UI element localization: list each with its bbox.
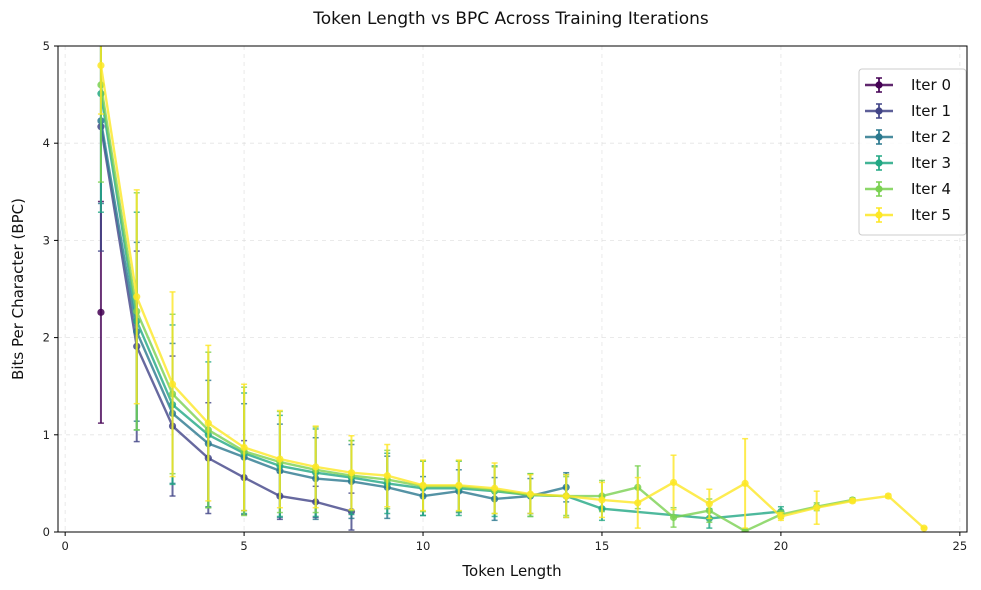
x-tick-label: 0 <box>61 539 68 553</box>
grid <box>58 45 967 533</box>
series-5 <box>97 46 928 532</box>
series-line <box>99 126 352 513</box>
legend-marker <box>875 211 883 219</box>
data-point <box>848 497 857 505</box>
legend-label: Iter 4 <box>911 180 951 198</box>
series-4 <box>97 46 857 532</box>
data-point <box>455 481 463 489</box>
data-point <box>562 492 570 500</box>
legend-item: Iter 0 <box>865 76 951 94</box>
data-point <box>598 496 606 504</box>
legend-item: Iter 1 <box>865 102 951 120</box>
data-point <box>920 524 928 532</box>
data-point <box>669 478 678 487</box>
legend-marker <box>875 133 883 141</box>
data-point <box>741 479 749 487</box>
data-point <box>133 293 141 301</box>
data-point <box>97 308 105 316</box>
series-2 <box>97 46 570 522</box>
legend-marker <box>875 185 883 193</box>
x-tick-label: 15 <box>595 539 610 553</box>
data-point <box>526 490 534 498</box>
y-tick-label: 1 <box>43 428 50 442</box>
legend-marker <box>875 159 883 167</box>
legend-label: Iter 2 <box>911 128 951 146</box>
legend-item: Iter 2 <box>865 128 951 146</box>
x-tick-label: 20 <box>774 539 789 553</box>
data-point <box>383 472 391 480</box>
x-tick-label: 10 <box>416 539 431 553</box>
y-tick-label: 3 <box>43 233 50 247</box>
plot-frame <box>57 45 968 533</box>
series-line <box>99 120 567 501</box>
legend-marker <box>875 81 883 89</box>
data-point <box>884 492 892 500</box>
data-point <box>276 455 284 463</box>
legend-label: Iter 5 <box>911 206 951 224</box>
data-point <box>240 443 248 452</box>
data-point <box>347 469 356 477</box>
data-point <box>97 61 105 70</box>
plot-area <box>97 46 928 532</box>
y-tick-label: 5 <box>43 39 50 53</box>
legend-item: Iter 4 <box>865 180 951 198</box>
axis-ticks: 0 5 10 15 20 25 0 1 2 3 4 5 <box>43 39 967 553</box>
y-tick-label: 0 <box>43 525 50 539</box>
legend-label: Iter 1 <box>911 102 951 120</box>
data-point <box>168 380 177 388</box>
legend-label: Iter 3 <box>911 154 951 172</box>
y-tick-label: 2 <box>43 331 50 345</box>
y-tick-label: 4 <box>43 136 50 150</box>
legend-label: Iter 0 <box>911 76 951 94</box>
series-line <box>99 84 853 532</box>
data-point <box>491 484 499 492</box>
data-point <box>204 419 212 427</box>
data-point <box>312 463 320 471</box>
data-point <box>669 513 678 522</box>
chart-title: Token Length vs BPC Across Training Iter… <box>312 9 709 29</box>
data-point <box>634 499 642 507</box>
x-tick-label: 25 <box>953 539 968 553</box>
series-group <box>97 46 928 532</box>
legend-item: Iter 5 <box>865 206 951 224</box>
x-tick-label: 5 <box>240 539 247 553</box>
legend-marker <box>875 107 883 115</box>
legend-item: Iter 3 <box>865 154 951 172</box>
data-point <box>419 481 427 489</box>
data-point <box>777 512 785 521</box>
data-point <box>813 504 821 512</box>
data-point <box>705 500 713 508</box>
series-3 <box>97 46 785 529</box>
y-axis-label: Bits Per Character (BPC) <box>9 198 27 380</box>
x-axis-label: Token Length <box>461 562 561 580</box>
legend: Iter 0 Iter 1 Iter 2 Iter 3 Iter 4 Iter 5 <box>858 68 967 236</box>
series-line <box>99 65 925 530</box>
